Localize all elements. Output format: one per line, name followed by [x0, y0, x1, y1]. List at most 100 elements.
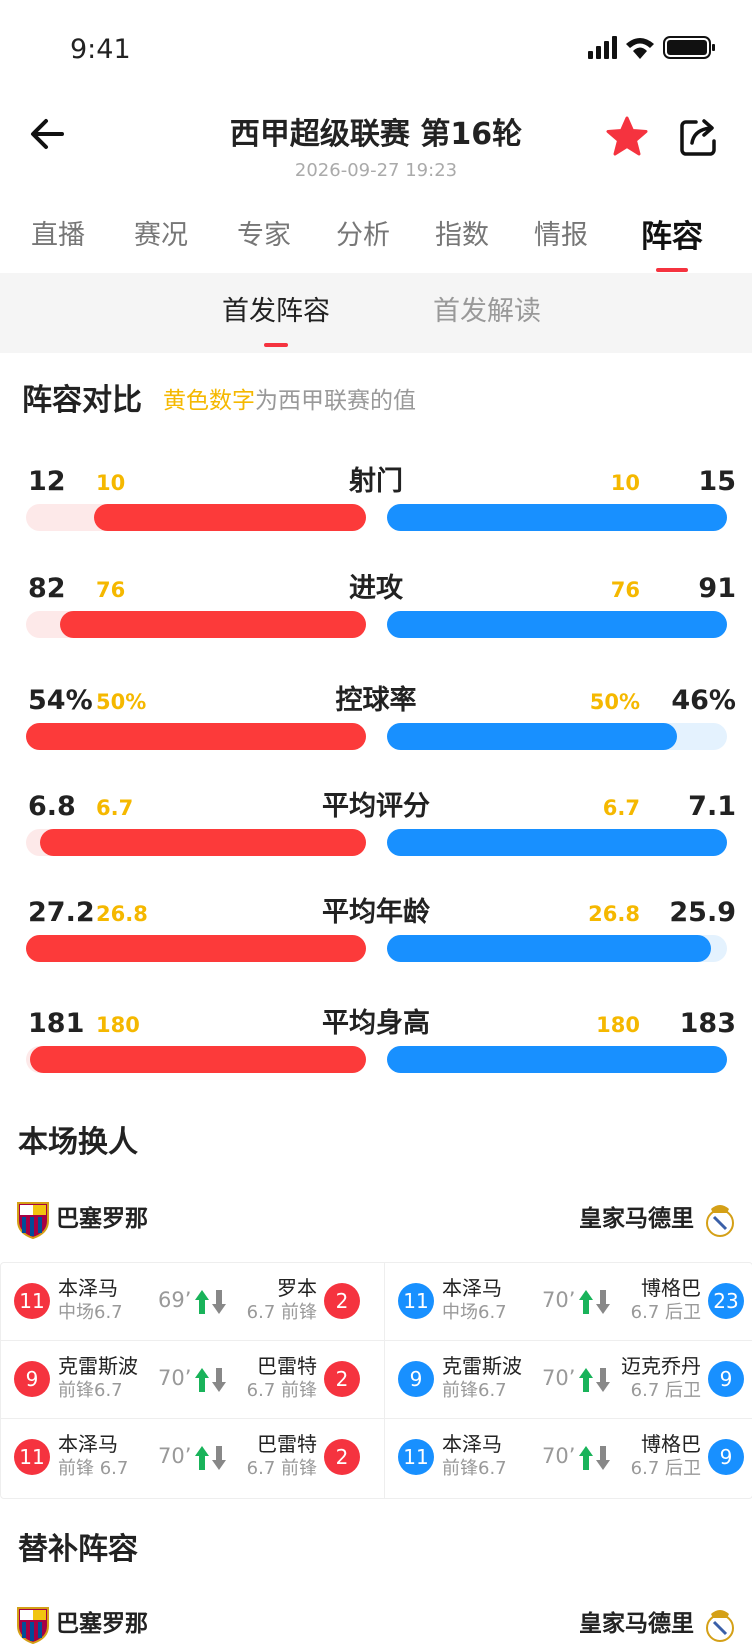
in-info: 前锋6.7 [442, 1458, 507, 1479]
minute: 69’ [158, 1288, 192, 1312]
away-league-value: 26.8 [588, 902, 640, 926]
home-bar [26, 723, 366, 750]
away-league-value: 180 [596, 1013, 640, 1037]
player-number: 9 [708, 1361, 744, 1397]
away-value: 91 [698, 573, 736, 604]
in-info: 前锋 6.7 [58, 1458, 129, 1479]
away-value: 25.9 [669, 897, 736, 928]
away-value: 183 [679, 1008, 736, 1039]
swap-icon [194, 1445, 228, 1471]
sub-divider [384, 1262, 385, 1498]
stat-label: 平均评分 [322, 791, 430, 822]
note: 为西甲联赛的值 [255, 388, 416, 414]
player-number: 9 [708, 1439, 744, 1475]
home-bar [26, 935, 366, 962]
home-badge [16, 1606, 50, 1645]
away-bar [387, 829, 727, 856]
home-value: 54% [28, 685, 93, 716]
row-divider [384, 1418, 752, 1419]
player-number: 11 [398, 1439, 434, 1475]
player-number: 9 [14, 1361, 50, 1397]
home-value: 82 [28, 573, 66, 604]
player-number: 23 [708, 1283, 744, 1319]
away-value: 7.1 [688, 791, 736, 822]
sub-table [0, 1262, 752, 1499]
in-name: 本泽马 [442, 1432, 502, 1456]
tab-indicator [656, 268, 688, 272]
in-name: 本泽马 [58, 1276, 118, 1300]
swap-icon [578, 1445, 612, 1471]
swap-icon [578, 1367, 612, 1393]
out-name: 博格巴 [641, 1432, 701, 1456]
favorite-button[interactable] [606, 116, 648, 158]
player-number: 11 [14, 1439, 50, 1475]
home-league-value: 10 [96, 471, 126, 495]
home-value: 181 [28, 1008, 85, 1039]
home-bar [29, 1046, 366, 1073]
tab[interactable]: 专家 [237, 220, 291, 251]
row-divider [0, 1418, 384, 1419]
away-badge [703, 1606, 737, 1644]
in-name: 本泽马 [58, 1432, 118, 1456]
out-info: 6.7 后卫 [630, 1302, 701, 1323]
subtab-indicator [264, 343, 288, 347]
subtab[interactable]: 首发解读 [433, 296, 541, 327]
in-info: 前锋6.7 [58, 1380, 123, 1401]
status-time: 9:41 [70, 34, 131, 65]
in-name: 本泽马 [442, 1276, 502, 1300]
away-league-value: 76 [610, 578, 640, 602]
away-team: 皇家马德里 [579, 1206, 694, 1232]
in-info: 中场6.7 [58, 1302, 123, 1323]
away-league-value: 50% [589, 690, 640, 714]
player-number: 11 [14, 1283, 50, 1319]
stat-label: 平均身高 [322, 1008, 430, 1039]
home-team: 巴塞罗那 [56, 1206, 148, 1232]
minute: 70’ [158, 1366, 192, 1390]
tab[interactable]: 赛况 [134, 220, 188, 251]
page-title: 西甲超级联赛 第16轮 [229, 117, 523, 152]
stat-label: 平均年龄 [322, 897, 430, 928]
stat-label: 控球率 [335, 685, 417, 716]
home-value: 12 [28, 466, 66, 497]
tab[interactable]: 直播 [31, 220, 85, 251]
player-number: 9 [398, 1361, 434, 1397]
out-name: 博格巴 [641, 1276, 701, 1300]
player-number: 2 [324, 1283, 360, 1319]
out-name: 罗本 [277, 1276, 317, 1300]
stat-label: 进攻 [349, 573, 403, 604]
tab[interactable]: 指数 [435, 220, 489, 251]
stat-label: 射门 [349, 466, 403, 497]
home-bar [40, 829, 366, 856]
tab[interactable]: 阵容 [641, 219, 703, 255]
home-value: 6.8 [28, 791, 76, 822]
swap-icon [578, 1289, 612, 1315]
away-bar [387, 723, 677, 750]
back-button[interactable] [28, 116, 68, 152]
away-bar [387, 1046, 727, 1073]
minute: 70’ [542, 1366, 576, 1390]
home-league-value: 50% [96, 690, 147, 714]
swap-icon [194, 1367, 228, 1393]
home-bar [94, 504, 366, 531]
tab[interactable]: 分析 [336, 220, 390, 251]
away-badge [703, 1201, 737, 1239]
player-number: 2 [324, 1361, 360, 1397]
in-name: 克雷斯波 [442, 1354, 522, 1378]
tab[interactable]: 情报 [534, 220, 588, 251]
in-info: 中场6.7 [442, 1302, 507, 1323]
out-info: 6.7 后卫 [630, 1458, 701, 1479]
away-team: 皇家马德里 [579, 1611, 694, 1637]
out-info: 6.7 后卫 [630, 1380, 701, 1401]
home-league-value: 76 [96, 578, 126, 602]
section-title: 阵容对比 [22, 383, 142, 418]
share-button[interactable] [678, 116, 720, 158]
subtab[interactable]: 首发阵容 [222, 296, 330, 327]
out-name: 迈克乔丹 [621, 1354, 701, 1378]
out-info: 6.7 前锋 [246, 1458, 317, 1479]
home-badge [16, 1201, 50, 1240]
home-value: 27.2 [28, 897, 95, 928]
home-league-value: 180 [96, 1013, 140, 1037]
away-value: 15 [698, 466, 736, 497]
match-datetime: 2026-09-27 19:23 [294, 160, 458, 181]
